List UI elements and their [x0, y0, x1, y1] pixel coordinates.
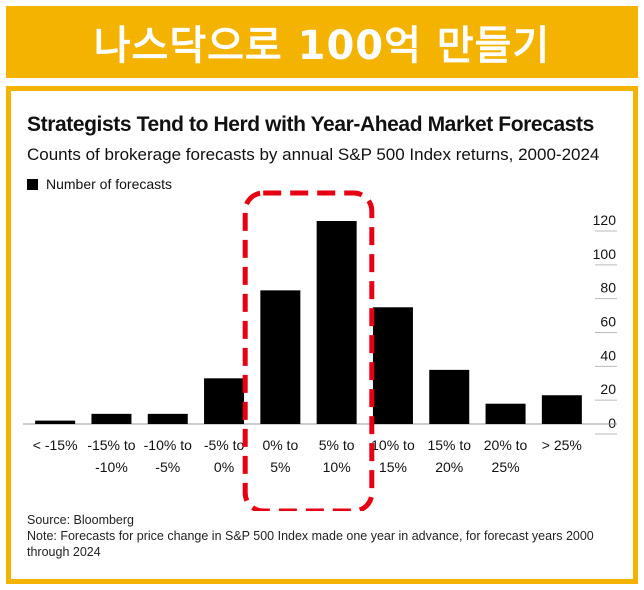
chart-footnotes: Source: Bloomberg Note: Forecasts for pr… — [27, 512, 617, 560]
legend-swatch — [27, 178, 38, 190]
y-tick-label: 80 — [600, 280, 616, 296]
x-tick-label: 20% to — [484, 437, 528, 453]
y-tick-label: 20 — [600, 381, 616, 397]
footnote-text: Note: Forecasts for price change in S&P … — [27, 529, 594, 559]
x-tick-label: 5% — [270, 459, 290, 475]
y-tick-label: 60 — [600, 314, 616, 330]
x-tick-label: 25% — [492, 459, 520, 475]
bar — [485, 403, 526, 424]
bar — [372, 307, 413, 424]
bar — [260, 290, 301, 424]
x-tick-label: -5% to — [204, 437, 245, 453]
x-tick-label: 15% — [379, 459, 407, 475]
x-tick-label: -10% to — [144, 437, 192, 453]
source-note: Source: Bloomberg — [27, 513, 135, 527]
title-banner: 나스닥으로 100억 만들기 — [6, 6, 638, 78]
x-tick-label: > 25% — [542, 437, 582, 453]
bar — [316, 221, 357, 424]
y-tick-label: 100 — [593, 246, 617, 262]
bar — [147, 413, 188, 424]
x-tick-label: 10% to — [371, 437, 415, 453]
bar — [541, 395, 582, 424]
x-tick-label: -15% to — [87, 437, 135, 453]
chart-title: Strategists Tend to Herd with Year-Ahead… — [27, 113, 594, 136]
banner-title: 나스닥으로 100억 만들기 — [93, 23, 551, 69]
x-tick-label: 0% to — [262, 437, 298, 453]
highlight-box — [242, 190, 375, 511]
x-tick-label: 10% — [323, 459, 351, 475]
chart-subtitle: Counts of brokerage forecasts by annual … — [27, 145, 600, 164]
x-tick-label: 20% — [435, 459, 463, 475]
x-tick-label: 0% — [214, 459, 234, 475]
bar — [91, 413, 132, 424]
y-tick-label: 120 — [593, 212, 617, 228]
x-tick-label: -5% — [155, 459, 180, 475]
x-tick-label: 5% to — [319, 437, 355, 453]
chart-legend: Number of forecasts — [27, 176, 172, 192]
bar — [204, 378, 245, 424]
x-tick-label: -10% — [95, 459, 128, 475]
bar — [35, 420, 76, 424]
x-tick-label: < -15% — [33, 437, 78, 453]
legend-label: Number of forecasts — [46, 176, 173, 192]
chart-frame: Strategists Tend to Herd with Year-Ahead… — [6, 86, 638, 584]
x-tick-label: 15% to — [427, 437, 471, 453]
y-tick-label: 40 — [600, 347, 616, 363]
bar — [429, 369, 470, 424]
y-tick-label: 0 — [608, 415, 616, 431]
